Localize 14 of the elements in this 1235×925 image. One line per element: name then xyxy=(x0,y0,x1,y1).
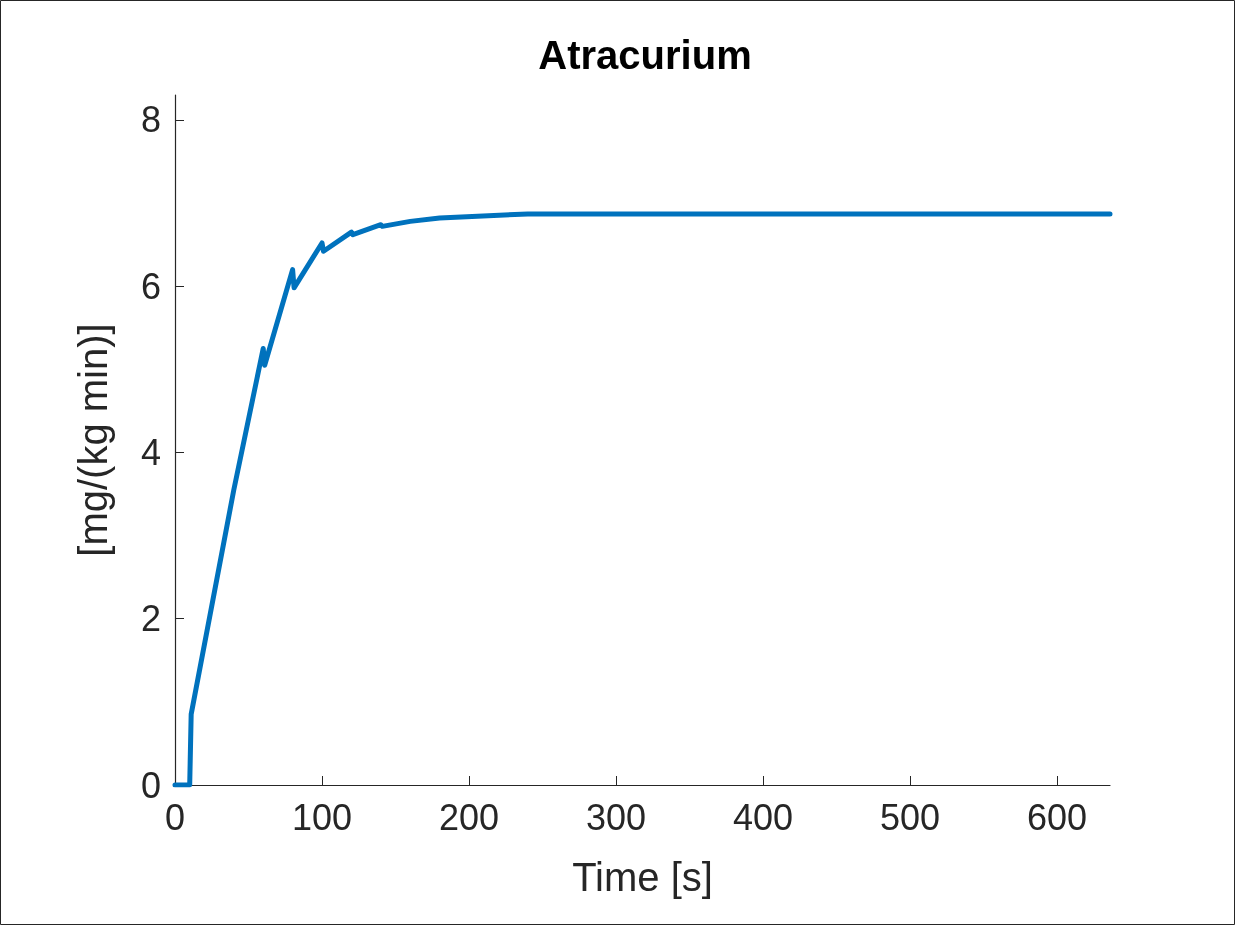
x-tick-label: 600 xyxy=(1027,796,1088,838)
y-tick-label: 8 xyxy=(140,99,161,141)
y-tick-label: 2 xyxy=(140,598,161,640)
y-axis-title: [mg/(kg min)] xyxy=(71,323,115,557)
x-axis-title: Time [s] xyxy=(572,855,713,899)
y-tick-label: 4 xyxy=(140,431,161,473)
x-tick-label: 100 xyxy=(291,796,353,838)
x-tick-label: 200 xyxy=(438,796,500,838)
chart-title: Atracurium xyxy=(538,33,752,77)
x-tick-label: 400 xyxy=(733,796,794,838)
x-tick-label: 300 xyxy=(586,796,647,838)
x-tick-label: 500 xyxy=(880,796,941,838)
y-tick-label: 6 xyxy=(140,265,161,307)
y-tick-label: 0 xyxy=(140,764,161,806)
